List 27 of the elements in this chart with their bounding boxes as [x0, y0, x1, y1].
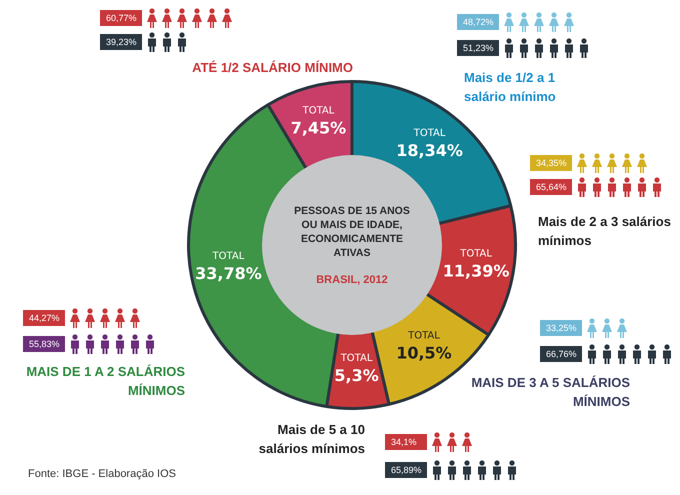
text: 48,72%	[457, 14, 499, 30]
text: 65,64%	[530, 179, 572, 195]
data-label: TOTAL 10,5%	[396, 330, 452, 362]
text: 55,83%	[23, 336, 65, 352]
text: 33,25%	[540, 320, 582, 336]
data-label: TOTAL 7,45%	[290, 106, 346, 138]
data-label: TOTAL 18,34%	[396, 128, 463, 160]
text: 60,77%	[100, 10, 142, 26]
text: PESSOAS DE 15 ANOS OU MAIS DE IDADE, ECONOMICAMENTE ATIVAS	[293, 204, 411, 260]
text: 44,27%	[23, 310, 65, 326]
text: 34,35%	[530, 155, 572, 171]
text: BRASIL, 2012	[316, 274, 388, 286]
slice-label: MAIS DE 3 A 5 SALÁRIOS MÍNIMOS	[470, 374, 630, 411]
slice-label: Mais de 2 a 3 salários mínimos	[538, 213, 672, 250]
text: 39,23%	[100, 34, 142, 50]
text: 65,89%	[385, 462, 427, 478]
text: 34,1%	[385, 434, 427, 450]
slice-label: Mais de 5 a 10 salários mínimos	[258, 421, 365, 458]
data-label: TOTAL 11,39%	[442, 248, 510, 280]
data-label: TOTAL 5,3%	[334, 352, 379, 385]
slice-label: ATÉ 1/2 SALÁRIO MÍNIMO	[191, 59, 353, 77]
text: 66,76%	[540, 346, 582, 362]
slice-label: Mais de 1/2 a 1 salário mínimo	[464, 69, 557, 106]
slice-label: MAIS DE 1 A 2 SALÁRIOS MÍNIMOS	[25, 363, 185, 400]
text: 51,23%	[457, 40, 499, 56]
source-note: Fonte: IBGE - Elaboração IOS	[28, 468, 176, 480]
data-label: TOTAL 33,78%	[195, 251, 262, 284]
